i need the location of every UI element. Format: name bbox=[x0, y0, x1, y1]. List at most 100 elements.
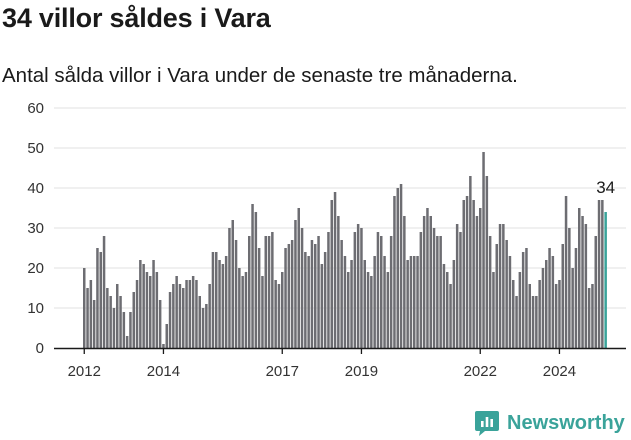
bar bbox=[83, 268, 86, 348]
bar bbox=[290, 240, 294, 348]
bar bbox=[300, 228, 304, 348]
bar bbox=[554, 284, 558, 348]
bar bbox=[545, 260, 548, 348]
bar bbox=[426, 208, 429, 348]
bar bbox=[149, 276, 152, 348]
bar bbox=[208, 284, 211, 348]
bar bbox=[353, 232, 357, 348]
bar bbox=[350, 260, 353, 348]
newsworthy-logo[interactable]: Newsworthy bbox=[474, 406, 625, 440]
bar bbox=[165, 324, 168, 348]
bar bbox=[525, 248, 528, 348]
bar bbox=[132, 292, 135, 348]
bar bbox=[195, 280, 198, 348]
bar bbox=[284, 248, 287, 348]
bar bbox=[261, 276, 264, 348]
bar bbox=[564, 196, 568, 348]
bar bbox=[469, 176, 472, 348]
bar bbox=[432, 228, 436, 348]
bar bbox=[409, 256, 413, 348]
bar bbox=[389, 236, 393, 348]
bar bbox=[211, 252, 215, 348]
bar bbox=[333, 192, 337, 348]
bar bbox=[155, 272, 159, 348]
bar bbox=[125, 336, 129, 348]
bar bbox=[178, 284, 182, 348]
bar bbox=[86, 288, 89, 348]
bar bbox=[231, 220, 234, 348]
bar bbox=[102, 236, 106, 348]
bar bbox=[436, 236, 439, 348]
bar bbox=[452, 260, 456, 348]
bar bbox=[218, 260, 221, 348]
bar bbox=[462, 200, 465, 348]
bar bbox=[310, 240, 314, 348]
y-tick-label: 30 bbox=[27, 220, 44, 237]
bar bbox=[139, 260, 142, 348]
bar bbox=[135, 280, 139, 348]
bar bbox=[561, 244, 564, 348]
bar bbox=[465, 196, 469, 348]
bar bbox=[277, 284, 281, 348]
bar bbox=[294, 220, 297, 348]
x-tick-label: 2024 bbox=[543, 363, 576, 380]
bar bbox=[182, 288, 185, 348]
bar bbox=[601, 200, 604, 348]
bar bbox=[297, 208, 300, 348]
bar bbox=[439, 236, 442, 348]
bar bbox=[198, 296, 201, 348]
bar bbox=[238, 268, 241, 348]
bar bbox=[221, 264, 225, 348]
bar bbox=[370, 276, 373, 348]
newsworthy-logo-icon bbox=[475, 411, 499, 436]
bar bbox=[492, 272, 495, 348]
annotations: 34 bbox=[596, 178, 615, 197]
bar bbox=[287, 244, 291, 348]
bar bbox=[495, 244, 498, 348]
bar bbox=[340, 240, 343, 348]
bar bbox=[129, 312, 132, 348]
bar bbox=[205, 304, 208, 348]
bar bbox=[475, 216, 479, 348]
bar bbox=[343, 256, 347, 348]
y-axis-ticks: 0 10 20 30 40 50 60 bbox=[27, 100, 44, 357]
bar bbox=[376, 232, 380, 348]
bar bbox=[241, 276, 244, 348]
bar bbox=[449, 284, 452, 348]
bar bbox=[251, 204, 254, 348]
bar bbox=[541, 268, 545, 348]
bar bbox=[455, 224, 459, 348]
bar bbox=[267, 236, 271, 348]
y-tick-label: 10 bbox=[27, 300, 44, 317]
bar bbox=[505, 240, 508, 348]
bar bbox=[393, 196, 396, 348]
bar bbox=[366, 272, 370, 348]
bar bbox=[99, 252, 102, 348]
x-tick-label: 2014 bbox=[147, 363, 180, 380]
bar bbox=[581, 216, 584, 348]
bar bbox=[515, 296, 518, 348]
bar bbox=[548, 248, 551, 348]
bar bbox=[574, 248, 578, 348]
bar bbox=[488, 236, 492, 348]
bar bbox=[406, 260, 409, 348]
x-axis: 2012 2014 2017 2019 2022 2024 bbox=[54, 347, 626, 380]
bar bbox=[145, 272, 149, 348]
bar bbox=[508, 256, 512, 348]
bar bbox=[502, 224, 505, 348]
bar bbox=[413, 256, 416, 348]
bar bbox=[422, 216, 426, 348]
y-tick-label: 60 bbox=[27, 100, 44, 117]
bar bbox=[96, 248, 99, 348]
bar bbox=[528, 284, 531, 348]
bar bbox=[191, 276, 195, 348]
bar bbox=[317, 236, 320, 348]
y-tick-label: 20 bbox=[27, 260, 44, 277]
y-tick-label: 0 bbox=[36, 340, 44, 357]
bar bbox=[587, 288, 591, 348]
bar bbox=[380, 236, 383, 348]
bar bbox=[446, 272, 449, 348]
brand-name: Newsworthy bbox=[507, 411, 625, 434]
bar bbox=[307, 256, 310, 348]
